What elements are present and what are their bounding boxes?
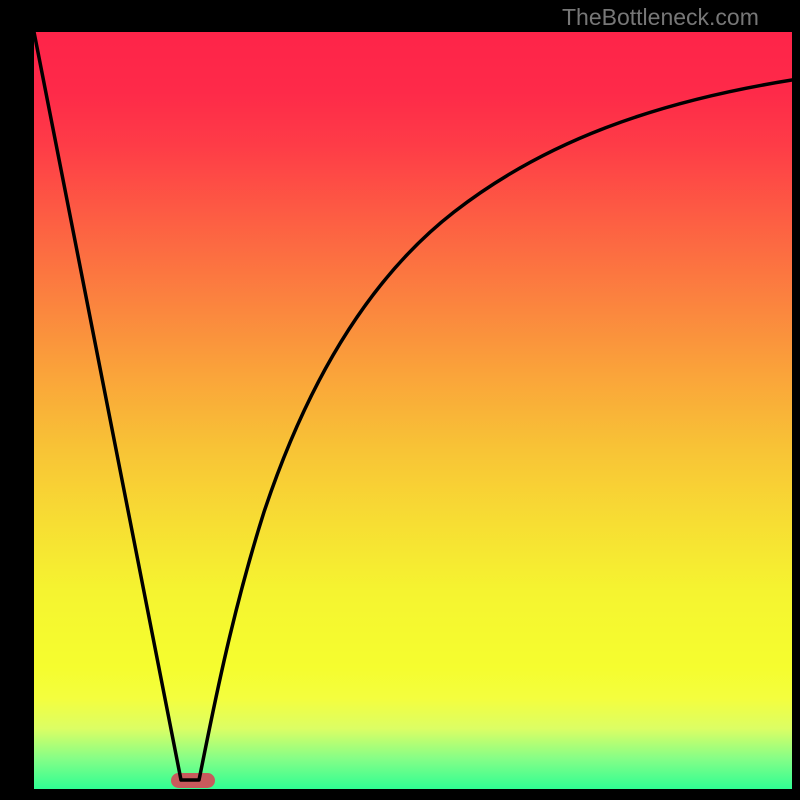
- plot-area: [34, 32, 792, 789]
- curve-path: [34, 32, 792, 780]
- watermark-text: TheBottleneck.com: [562, 4, 759, 31]
- bottleneck-curve: [34, 32, 792, 789]
